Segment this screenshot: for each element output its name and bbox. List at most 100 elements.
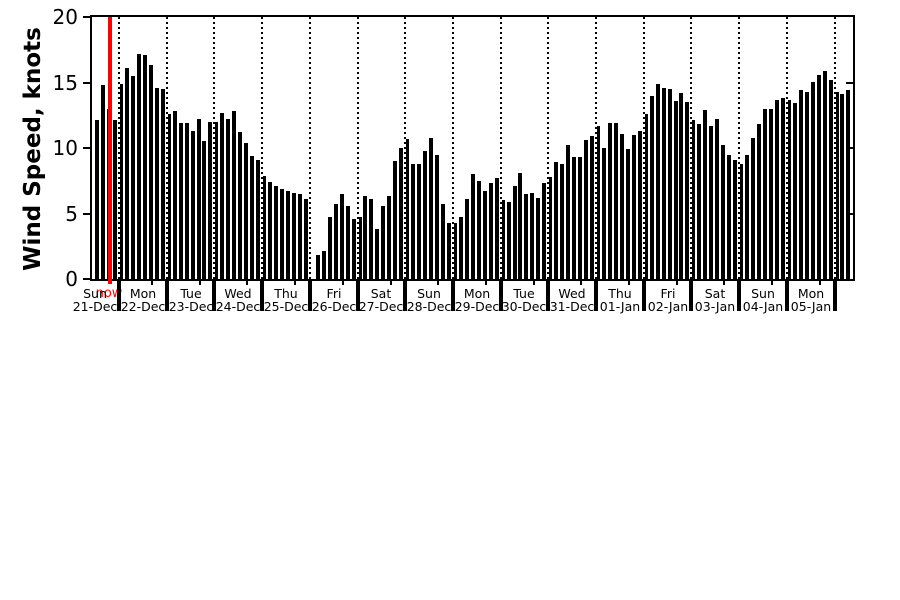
- wind-speed-bar: [292, 193, 296, 279]
- y-tick-mark-left: [83, 213, 91, 215]
- wind-speed-bar: [554, 162, 558, 279]
- wind-speed-bar: [405, 139, 409, 279]
- wind-speed-bar: [268, 182, 272, 279]
- day-boundary-tick: [737, 280, 741, 311]
- day-boundary-tick: [785, 280, 789, 311]
- wind-speed-bar: [608, 123, 612, 279]
- intraday-minor-tick: [580, 281, 582, 285]
- wind-speed-bar: [572, 157, 576, 279]
- day-boundary-tick: [212, 280, 216, 311]
- wind-speed-bar: [679, 93, 683, 279]
- wind-speed-bar: [262, 176, 266, 279]
- day-date-label: 27-Dec: [358, 299, 404, 314]
- wind-speed-bar: [369, 199, 373, 279]
- wind-speed-bar: [483, 191, 487, 279]
- day-date-label: 03-Jan: [694, 299, 736, 314]
- y-tick-mark-left: [83, 16, 91, 18]
- wind-speed-bar: [691, 120, 695, 279]
- day-boundary-gridline: [452, 17, 454, 279]
- day-name-label: Mon: [129, 286, 157, 301]
- wind-speed-bar: [340, 194, 344, 279]
- wind-speed-bar: [352, 219, 356, 279]
- wind-speed-bar: [542, 183, 546, 279]
- wind-speed-bar: [513, 186, 517, 279]
- wind-speed-bar: [536, 198, 540, 279]
- wind-speed-bar: [185, 123, 189, 279]
- wind-speed-bar: [363, 196, 367, 279]
- wind-speed-bar: [250, 156, 254, 279]
- wind-speed-bar: [811, 82, 815, 279]
- wind-speed-bar: [733, 160, 737, 279]
- day-name-label: Sat: [704, 286, 726, 301]
- day-boundary-gridline: [690, 17, 692, 279]
- wind-speed-bar: [197, 119, 201, 279]
- wind-speed-bar: [495, 178, 499, 279]
- wind-speed-bar: [435, 155, 439, 279]
- wind-speed-bar: [835, 92, 839, 279]
- wind-speed-bar: [274, 186, 278, 279]
- wind-speed-bar: [817, 75, 821, 279]
- day-boundary-gridline: [547, 17, 549, 279]
- wind-speed-bar: [226, 119, 230, 279]
- day-date-label: 31-Dec: [549, 299, 595, 314]
- wind-speed-bar: [316, 255, 320, 279]
- wind-speed-bar: [334, 204, 338, 279]
- wind-speed-bar: [220, 113, 224, 279]
- day-boundary-gridline: [261, 17, 263, 279]
- y-tick-mark-left: [83, 278, 91, 280]
- wind-speed-bar: [131, 76, 135, 279]
- wind-speed-bar: [238, 132, 242, 279]
- y-tick-mark-right: [846, 147, 853, 149]
- wind-speed-bar: [113, 120, 117, 279]
- wind-speed-bar: [644, 114, 648, 279]
- intraday-minor-tick: [151, 281, 153, 285]
- intraday-minor-tick: [771, 281, 773, 285]
- day-boundary-tick: [546, 280, 550, 311]
- wind-speed-bar: [375, 229, 379, 279]
- wind-speed-bar: [787, 100, 791, 279]
- wind-speed-bar: [590, 136, 594, 279]
- wind-speed-bar: [143, 55, 147, 279]
- y-tick-label: 0: [65, 267, 78, 291]
- day-date-label: 05-Jan: [790, 299, 832, 314]
- wind-speed-bar: [620, 134, 624, 279]
- day-name-label: Sun: [83, 286, 107, 301]
- day-name-label: Mon: [463, 286, 491, 301]
- wind-speed-bar: [715, 119, 719, 279]
- wind-speed-bar: [393, 161, 397, 279]
- wind-speed-bar: [429, 138, 433, 279]
- wind-speed-bar: [179, 123, 183, 279]
- wind-speed-bar: [447, 223, 451, 279]
- day-date-label: 23-Dec: [168, 299, 214, 314]
- intraday-minor-tick: [628, 281, 630, 285]
- wind-speed-bar: [662, 88, 666, 279]
- wind-speed-bar: [751, 138, 755, 279]
- wind-speed-bar: [328, 217, 332, 279]
- wind-speed-bar: [459, 217, 463, 279]
- wind-speed-bar: [763, 109, 767, 279]
- day-boundary-gridline: [500, 17, 502, 279]
- day-date-label: 30-Dec: [501, 299, 547, 314]
- wind-speed-bar: [602, 148, 606, 279]
- day-date-label: 24-Dec: [215, 299, 261, 314]
- day-name-label: Thu: [274, 286, 298, 301]
- day-boundary-gridline: [738, 17, 740, 279]
- wind-speed-bar: [769, 109, 773, 279]
- day-date-label: 04-Jan: [742, 299, 784, 314]
- intraday-minor-tick: [723, 281, 725, 285]
- wind-speed-bar: [745, 155, 749, 279]
- day-boundary-gridline: [213, 17, 215, 279]
- day-name-label: Wed: [224, 286, 252, 301]
- wind-speed-bar: [638, 131, 642, 279]
- day-boundary-tick: [499, 280, 503, 311]
- wind-speed-bar: [161, 89, 165, 279]
- day-boundary-gridline: [595, 17, 597, 279]
- wind-speed-bar: [805, 92, 809, 279]
- wind-speed-bar: [411, 164, 415, 279]
- day-name-label: Fri: [326, 286, 342, 301]
- day-boundary-tick: [165, 280, 169, 311]
- day-boundary-gridline: [643, 17, 645, 279]
- wind-speed-bar: [441, 204, 445, 279]
- y-tick-label: 5: [65, 202, 78, 226]
- intraday-minor-tick: [437, 281, 439, 285]
